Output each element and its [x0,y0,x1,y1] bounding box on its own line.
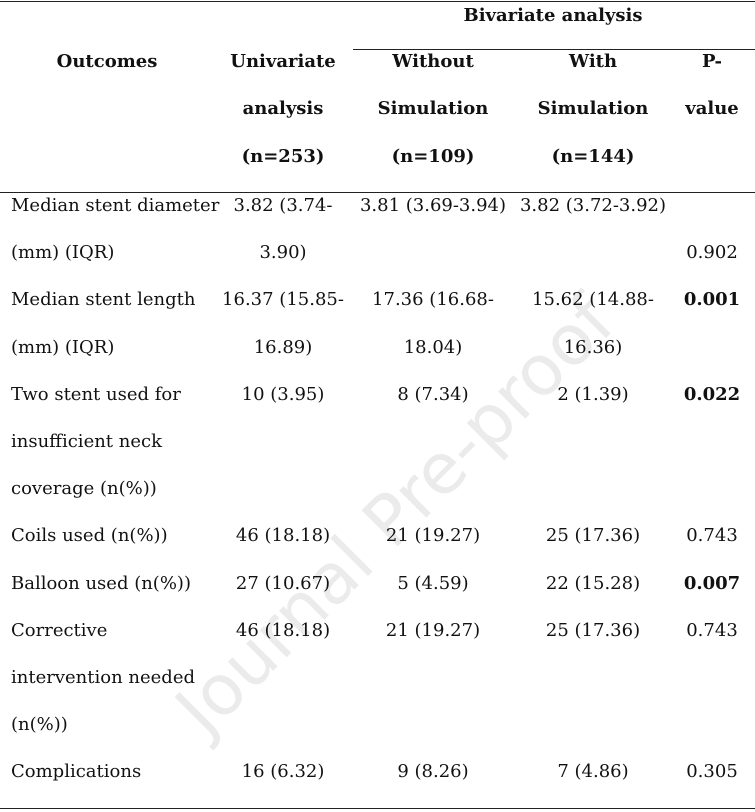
outcome-cell: coverage (n(%)) [11,478,157,499]
univariate-cell: 16.37 (15.85- [222,289,344,310]
bivariate-rule [353,49,755,50]
with-cell: 7 (4.86) [557,761,629,782]
table-top-rule [0,1,755,2]
with-header-line2: Simulation [537,98,649,119]
pvalue-cell: 0.001 [683,289,741,310]
pvalue-cell: 0.022 [683,384,741,405]
univariate-cell: 3.82 (3.74- [233,195,333,216]
univariate-cell: 16.89) [253,337,313,358]
outcome-cell: Coils used (n(%)) [11,525,168,546]
pvalue-cell: 0.743 [686,620,738,641]
univariate-cell: 3.90) [259,242,307,263]
outcome-cell: Complications [11,761,142,782]
outcome-cell: Corrective [11,620,108,641]
with-cell: 25 (17.36) [545,620,641,641]
with-cell: 25 (17.36) [545,525,641,546]
with-cell: 16.36) [563,337,623,358]
without-header-line3: (n=109) [391,146,475,167]
with-cell: 3.82 (3.72-3.92) [519,195,667,216]
outcome-cell: insufficient neck [11,431,162,452]
without-cell: 5 (4.59) [397,573,469,594]
without-cell: 21 (19.27) [385,620,481,641]
without-cell: 17.36 (16.68- [372,289,494,310]
bivariate-header: Bivariate analysis [463,5,643,26]
pvalue-header-line2: value [685,98,739,119]
univariate-header-line2: analysis [242,98,324,119]
header-rule [0,192,755,193]
pvalue-cell: 0.743 [686,525,738,546]
outcomes-header: Outcomes [56,51,158,72]
pvalue-cell: 0.305 [686,761,738,782]
univariate-header-line1: Univariate [230,51,336,72]
pvalue-cell: 0.902 [686,242,738,263]
with-cell: 22 (15.28) [545,573,641,594]
outcome-cell: (mm) (IQR) [11,242,115,263]
without-cell: 21 (19.27) [385,525,481,546]
univariate-cell: 46 (18.18) [235,525,331,546]
without-cell: 3.81 (3.69-3.94) [359,195,507,216]
with-header-line3: (n=144) [551,146,635,167]
outcome-cell: intervention needed [11,667,195,688]
univariate-header-line3: (n=253) [241,146,325,167]
univariate-cell: 16 (6.32) [241,761,325,782]
outcome-cell: (n(%)) [11,714,68,735]
with-cell: 15.62 (14.88- [532,289,654,310]
with-cell: 2 (1.39) [557,384,629,405]
without-header-line1: Without [392,51,474,72]
pvalue-cell: 0.007 [683,573,741,594]
outcome-cell: Median stent length [11,289,196,310]
univariate-cell: 46 (18.18) [235,620,331,641]
without-header-line2: Simulation [377,98,489,119]
outcome-cell: (mm) (IQR) [11,337,115,358]
outcome-cell: Median stent diameter [11,195,220,216]
without-cell: 8 (7.34) [397,384,469,405]
univariate-cell: 27 (10.67) [235,573,331,594]
outcome-cell: Two stent used for [11,384,181,405]
pvalue-header-line1: P- [701,51,723,72]
without-cell: 9 (8.26) [397,761,469,782]
with-header-line1: With [568,51,618,72]
univariate-cell: 10 (3.95) [241,384,325,405]
without-cell: 18.04) [403,337,463,358]
outcome-cell: Balloon used (n(%)) [11,573,191,594]
table-bottom-rule [0,808,755,809]
